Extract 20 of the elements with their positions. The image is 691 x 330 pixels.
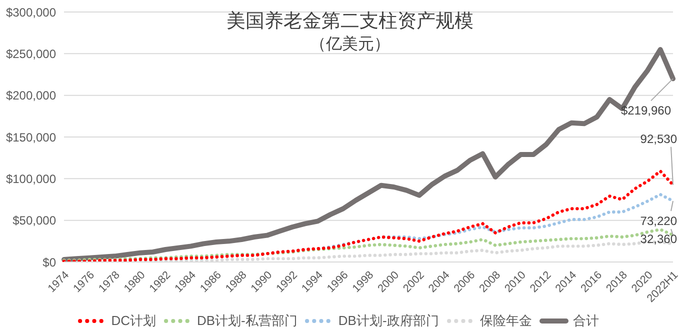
legend-label: DB计划-政府部门 [338, 312, 439, 330]
line-series [62, 228, 675, 262]
y-tick-label: $300,000 [6, 5, 56, 20]
annotation: $219,960 [620, 104, 672, 118]
y-tick-label: $250,000 [6, 46, 56, 61]
annotation: 73,220 [640, 214, 678, 228]
legend-label: 保险年金 [480, 312, 532, 330]
y-tick-label: $200,000 [6, 88, 56, 103]
annotation: 92,530 [640, 132, 678, 146]
y-tick-label: $150,000 [6, 130, 56, 144]
legend-label: DB计划-私营部门 [197, 312, 298, 330]
y-tick-label: $0 [42, 255, 56, 270]
text: （亿美元） [309, 34, 391, 55]
line-series [62, 170, 675, 262]
annotation: 32,360 [640, 232, 678, 246]
legend-label: 合计 [572, 312, 599, 330]
legend-label: DC计划 [111, 312, 156, 330]
y-tick-label: $50,000 [12, 214, 56, 228]
y-tick-label: $100,000 [6, 172, 56, 186]
chart-title: 美国养老金第二支柱资产规模 [226, 9, 474, 34]
